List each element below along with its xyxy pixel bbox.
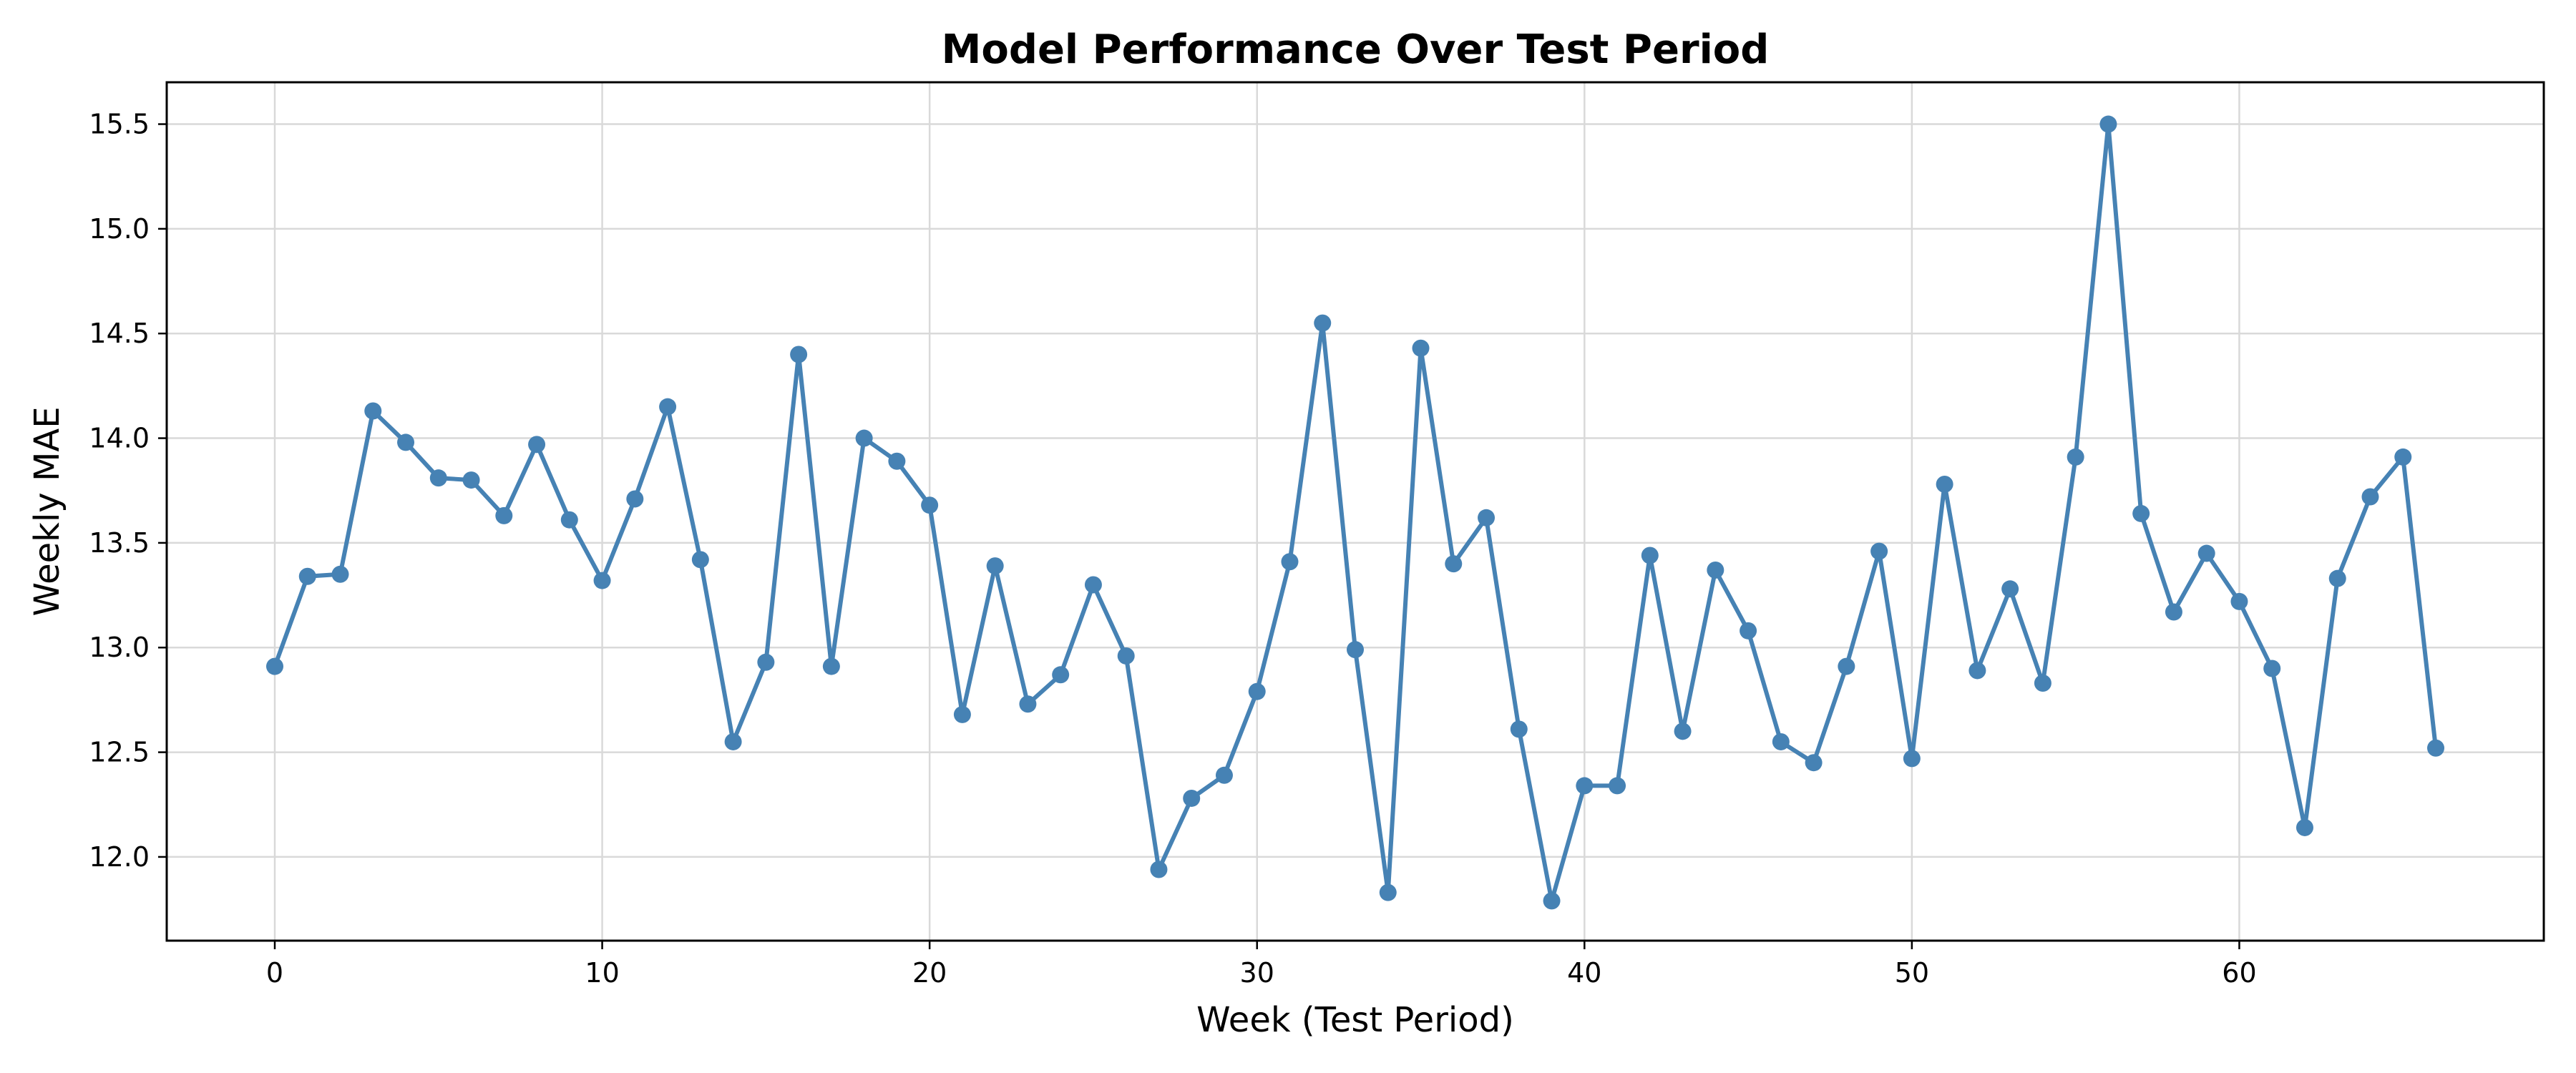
data-point [528,436,546,454]
data-point [1838,657,1855,675]
data-point [1281,553,1299,571]
axis-ticks: 0 10 20 30 40 50 60 12.0 12.5 13.0 13.5 14.0 14.5 15.… [89,109,2256,989]
data-point [1936,475,1953,493]
x-tick-label: 0 [266,957,283,989]
data-point [2296,818,2313,836]
data-point [1347,641,1364,659]
data-point [724,733,742,750]
series-line [273,122,2438,903]
data-point [2263,660,2281,677]
y-axis-label: Weekly MAE [27,406,67,616]
data-point [1478,509,1496,526]
data-point [822,657,840,675]
data-point [331,565,349,583]
data-point [1379,883,1397,901]
data-point [888,452,906,470]
data-point [1052,666,1070,684]
y-tick-label: 15.0 [89,213,150,245]
data-point [462,471,480,489]
data-point [757,653,775,671]
data-point [2099,115,2117,133]
data-point [1968,662,1986,680]
y-tick-label: 12.0 [89,841,150,873]
data-point [1772,733,1790,750]
data-point [2394,448,2412,466]
data-point [266,657,283,675]
data-point [2001,580,2019,598]
data-point [855,429,873,447]
data-point [921,496,939,514]
y-tick-label: 14.5 [89,318,150,349]
x-axis-label: Week (Test Period) [1196,1000,1514,1040]
data-point [2132,504,2150,522]
data-point [2427,739,2444,757]
x-tick-label: 30 [1240,957,1274,989]
y-tick-label: 15.5 [89,109,150,140]
data-point [2034,675,2051,692]
data-point [691,551,709,569]
data-point [986,557,1004,575]
data-point [1150,861,1168,878]
y-tick-label: 13.0 [89,632,150,663]
data-point [1903,750,1921,768]
x-tick-label: 40 [1567,957,1601,989]
y-tick-label: 14.0 [89,423,150,454]
data-point [1674,722,1692,740]
data-point [1215,766,1233,784]
data-point [1805,754,1823,772]
x-tick-label: 20 [912,957,947,989]
data-point [659,398,677,416]
data-point [364,402,382,420]
data-point [1248,682,1266,700]
data-point [1117,647,1135,665]
data-point [626,490,644,508]
data-point [298,567,316,585]
data-point [1084,576,1102,594]
data-point [1019,695,1037,713]
x-tick-label: 50 [1895,957,1929,989]
data-point [1183,789,1201,807]
data-point [2165,603,2182,621]
data-point [1510,720,1528,738]
grid [167,82,2544,941]
data-point [1314,314,1332,332]
data-point [2230,592,2248,610]
data-point [397,433,415,451]
data-point [1870,542,1888,560]
data-point [1445,555,1463,573]
data-point [560,511,578,529]
data-point [1412,339,1430,357]
data-point [429,469,447,487]
data-point [2067,448,2084,466]
y-tick-label: 12.5 [89,737,150,768]
data-point [1543,892,1561,910]
data-point [2328,569,2346,587]
data-point [1707,561,1724,579]
data-point [790,346,808,363]
data-point [593,572,611,589]
data-point [1740,622,1757,640]
x-tick-label: 60 [2222,957,2256,989]
data-point [1641,547,1659,564]
data-point [2197,544,2215,562]
data-point [2361,488,2379,506]
plot-frame [165,81,2545,942]
data-point [1576,777,1594,795]
x-tick-label: 10 [585,957,619,989]
y-tick-label: 13.5 [89,527,150,559]
data-point [495,506,513,524]
chart-title: Model Performance Over Test Period [942,26,1770,73]
series-layer [266,115,2444,910]
data-point [953,705,971,723]
data-point [1609,777,1626,795]
